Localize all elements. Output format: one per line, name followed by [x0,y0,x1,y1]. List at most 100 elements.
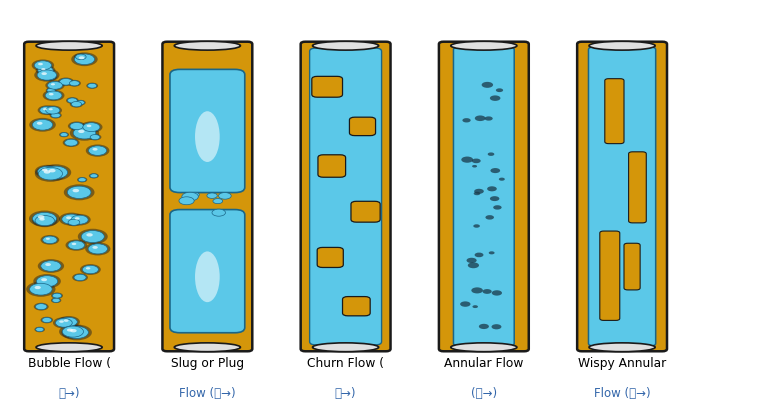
Circle shape [482,289,492,294]
Circle shape [179,197,194,205]
Circle shape [36,276,58,287]
Circle shape [45,80,65,91]
Ellipse shape [174,343,240,352]
FancyBboxPatch shape [343,297,370,316]
Circle shape [38,105,56,115]
Text: 🚤→): 🚤→) [58,387,80,400]
FancyBboxPatch shape [25,42,114,351]
Circle shape [35,327,45,332]
Circle shape [38,66,53,74]
Circle shape [472,305,478,308]
Circle shape [88,134,101,140]
Text: (🚤→): (🚤→) [471,387,497,400]
FancyBboxPatch shape [605,79,624,144]
Circle shape [466,258,477,263]
Circle shape [499,178,505,181]
Ellipse shape [589,343,655,352]
Circle shape [207,193,217,198]
Circle shape [64,319,68,322]
Circle shape [52,293,61,298]
Circle shape [472,165,477,168]
Circle shape [29,211,60,227]
Circle shape [479,324,489,329]
Circle shape [53,317,74,328]
Text: Flow (🚤→): Flow (🚤→) [179,387,236,400]
Circle shape [62,214,81,224]
Circle shape [88,244,108,254]
Circle shape [81,231,104,243]
Circle shape [42,168,48,171]
Circle shape [66,97,78,104]
Circle shape [41,72,47,75]
Circle shape [58,316,80,328]
Circle shape [81,122,102,133]
Circle shape [65,239,87,251]
FancyBboxPatch shape [439,42,528,351]
Circle shape [51,298,61,303]
Circle shape [460,302,471,307]
Circle shape [70,126,99,141]
Circle shape [74,217,80,220]
Circle shape [88,146,107,155]
Circle shape [45,91,62,100]
Circle shape [475,115,485,121]
Circle shape [488,251,495,254]
Circle shape [59,320,64,323]
Circle shape [473,224,480,228]
Circle shape [68,186,91,198]
Circle shape [69,81,79,86]
Circle shape [75,100,86,105]
Circle shape [35,165,60,178]
Circle shape [26,282,55,297]
Circle shape [71,215,88,224]
Circle shape [32,213,56,225]
Circle shape [71,101,81,107]
FancyBboxPatch shape [351,201,380,222]
Circle shape [493,205,502,210]
Circle shape [485,116,493,121]
Circle shape [487,186,497,191]
Circle shape [31,59,54,71]
Circle shape [70,123,84,130]
FancyBboxPatch shape [349,117,376,136]
Text: Annular Flow: Annular Flow [444,357,524,370]
Circle shape [74,54,94,65]
Circle shape [182,192,198,201]
Circle shape [42,318,51,322]
Circle shape [88,83,97,88]
Circle shape [34,303,48,310]
Circle shape [35,65,55,75]
Circle shape [474,192,480,195]
Circle shape [92,246,98,249]
Circle shape [75,54,86,60]
Circle shape [74,274,86,281]
Text: Churn Flow (: Churn Flow ( [307,357,384,370]
FancyBboxPatch shape [310,48,382,345]
Circle shape [40,164,71,180]
Circle shape [71,53,98,66]
Ellipse shape [174,41,240,50]
Circle shape [41,235,59,245]
Circle shape [67,328,73,332]
Circle shape [90,135,100,140]
Circle shape [488,152,495,156]
Circle shape [46,87,56,93]
Circle shape [472,288,483,294]
Circle shape [35,61,51,70]
Circle shape [43,236,57,243]
Circle shape [78,229,108,244]
Circle shape [60,79,72,85]
FancyBboxPatch shape [301,42,390,351]
Circle shape [43,90,65,101]
Circle shape [51,83,55,85]
Circle shape [52,298,60,302]
Circle shape [48,81,62,89]
Circle shape [71,243,76,245]
Circle shape [66,217,71,219]
Circle shape [58,77,74,86]
FancyBboxPatch shape [578,42,667,351]
Circle shape [51,113,61,118]
Circle shape [490,95,501,101]
Circle shape [41,278,47,281]
Circle shape [68,241,84,249]
